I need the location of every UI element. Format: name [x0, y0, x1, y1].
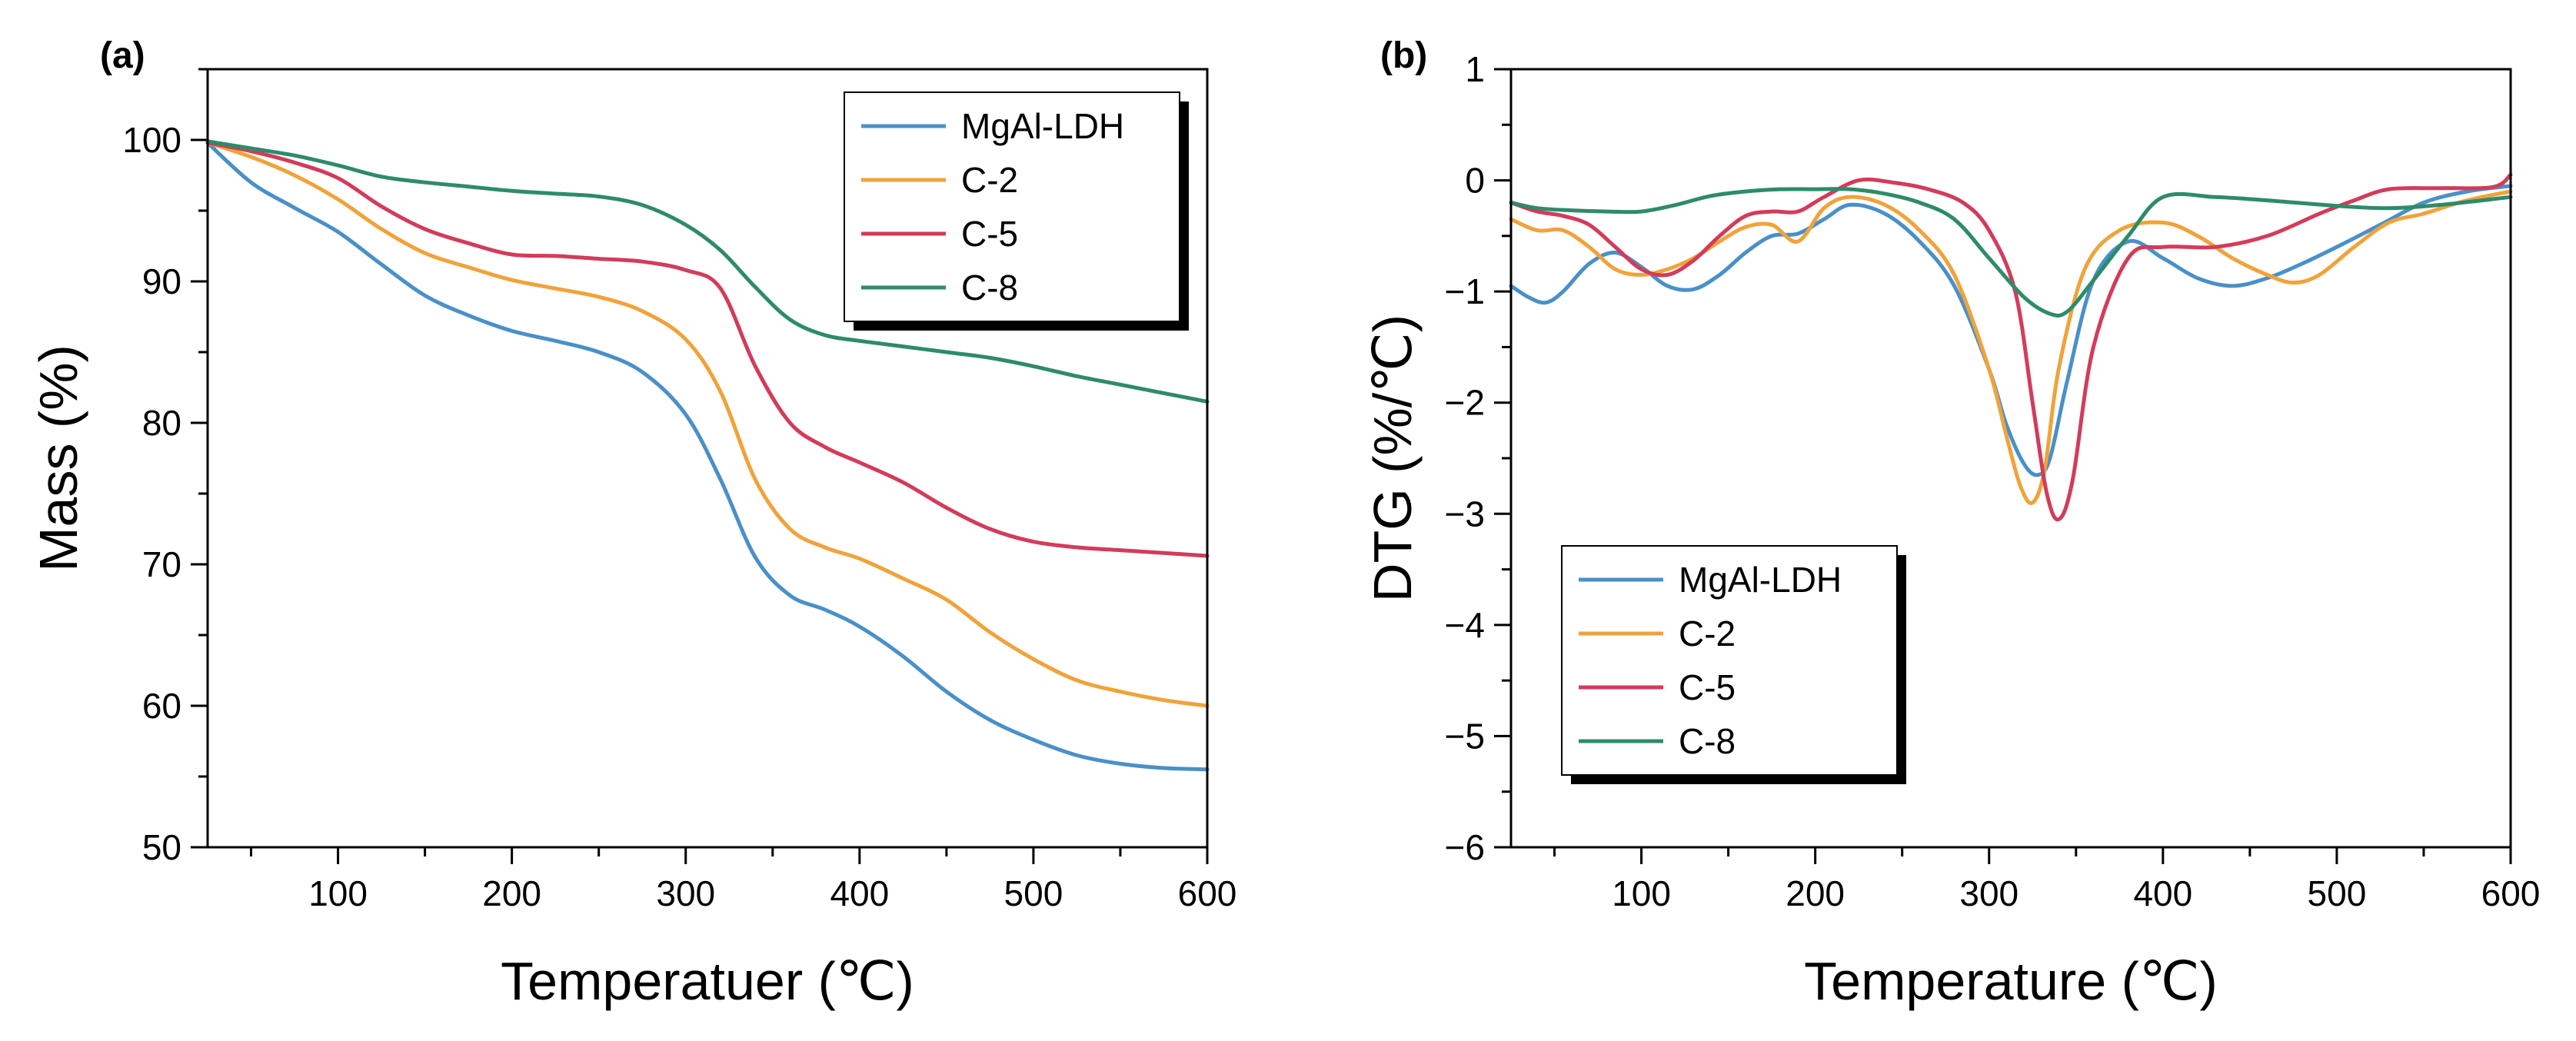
panel-a-label: (a)	[100, 35, 145, 76]
y-tick-label: 1	[1465, 49, 1485, 89]
legend-label: C-5	[1679, 667, 1736, 707]
x-tick-label: 400	[2133, 873, 2192, 913]
chart-panel-a: (a) 100 200 300 400 500 600 50 60 70 80 90 100 Temp…	[28, 35, 1236, 1011]
series-line-c-2	[1509, 189, 2513, 505]
panel-a-legend-box	[844, 91, 1180, 322]
y-tick-label: 0	[1465, 161, 1485, 201]
y-tick-label: 70	[142, 544, 181, 584]
legend-label: C-8	[961, 268, 1018, 308]
x-tick-label: 300	[656, 873, 715, 913]
series-line-mgal-ldh	[1509, 184, 2513, 477]
panel-b-x-axis-label: Temperature (℃)	[1804, 951, 2218, 1011]
x-tick-label: 500	[2308, 873, 2367, 913]
legend-label: C-5	[961, 214, 1018, 254]
panel-a-tick-labels: 100 200 300 400 500 600 50 60 70 80 90 100	[122, 120, 1236, 913]
x-tick-label: 600	[2481, 873, 2541, 913]
series-line-c-2	[205, 141, 1210, 708]
legend-label: MgAl-LDH	[961, 106, 1124, 146]
panel-a-x-axis-label: Temperatuer (℃)	[501, 951, 914, 1011]
panel-a-series-layer	[205, 139, 1210, 772]
legend-label: C-2	[1679, 614, 1736, 654]
y-tick-label: −4	[1445, 605, 1485, 645]
panel-b-label: (b)	[1380, 35, 1427, 76]
x-tick-label: 400	[830, 873, 889, 913]
y-tick-label: 80	[142, 403, 181, 443]
y-tick-label: 90	[142, 261, 181, 301]
panel-a-plot-frame	[206, 68, 1209, 849]
panel-a-y-axis-label: Mass (%)	[28, 344, 88, 572]
y-tick-label: −6	[1445, 827, 1485, 867]
legend-label: C-8	[1679, 721, 1736, 761]
panel-b-y-axis-label: DTG (%/℃)	[1363, 314, 1423, 602]
panel-b-legend-box	[1561, 545, 1898, 776]
panel-a-grid-layer	[191, 68, 1209, 864]
x-tick-label: 500	[1004, 873, 1063, 913]
series-line-c-5	[1509, 172, 2513, 522]
panel-b-grid-layer	[1494, 68, 2512, 864]
series-line-c-8	[205, 139, 1210, 404]
legend-label: MgAl-LDH	[1679, 560, 1842, 600]
legend-label: C-2	[961, 160, 1018, 200]
y-tick-label: 60	[142, 686, 181, 726]
x-tick-label: 300	[1959, 873, 2019, 913]
y-tick-label: −5	[1445, 716, 1485, 756]
y-tick-label: 100	[122, 120, 181, 160]
x-tick-label: 600	[1178, 873, 1237, 913]
series-line-c-8	[1509, 187, 2513, 318]
x-tick-label: 200	[1786, 873, 1845, 913]
y-tick-label: −1	[1445, 271, 1485, 311]
panel-b-series-layer	[1509, 172, 2513, 522]
x-tick-label: 100	[308, 873, 368, 913]
x-tick-label: 200	[482, 873, 541, 913]
panel-a-legend: MgAl-LDH C-2 C-5 C-8	[844, 91, 1189, 331]
panel-b-plot-frame	[1509, 68, 2512, 849]
y-tick-label: −2	[1445, 383, 1485, 423]
x-tick-label: 100	[1612, 873, 1671, 913]
y-tick-label: −3	[1445, 494, 1485, 534]
chart-panel-b: (b) 100 200 300 400 500 600 1 0 −1 −2 −3 −4 −5 −6 Tem…	[1363, 35, 2540, 1011]
panel-b-tick-labels: 100 200 300 400 500 600 1 0 −1 −2 −3 −4 −5 −6	[1445, 49, 2541, 913]
y-tick-label: 50	[142, 827, 181, 867]
panel-b-legend: MgAl-LDH C-2 C-5 C-8	[1561, 545, 1906, 784]
series-line-c-5	[205, 141, 1210, 558]
series-line-mgal-ldh	[205, 141, 1210, 772]
